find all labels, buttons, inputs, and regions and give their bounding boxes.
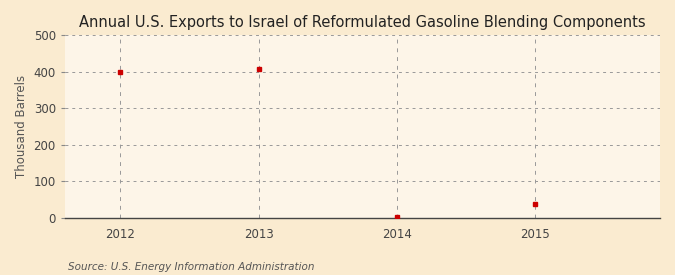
Title: Annual U.S. Exports to Israel of Reformulated Gasoline Blending Components: Annual U.S. Exports to Israel of Reformu… [79,15,646,30]
Y-axis label: Thousand Barrels: Thousand Barrels [15,75,28,178]
Text: Source: U.S. Energy Information Administration: Source: U.S. Energy Information Administ… [68,262,314,272]
